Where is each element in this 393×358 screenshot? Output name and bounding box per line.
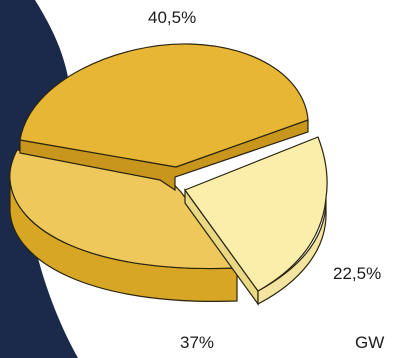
- partial-caption-text: GW: [355, 333, 385, 352]
- slice-label-40-5: 40,5%: [148, 8, 197, 27]
- pie-slice-40-5: [19, 43, 309, 192]
- slice-label-22-5: 22,5%: [333, 264, 382, 283]
- slice-label-37: 37%: [180, 333, 215, 352]
- pie-slice-22-5: [184, 136, 328, 306]
- pie-slice-37: [9, 149, 239, 302]
